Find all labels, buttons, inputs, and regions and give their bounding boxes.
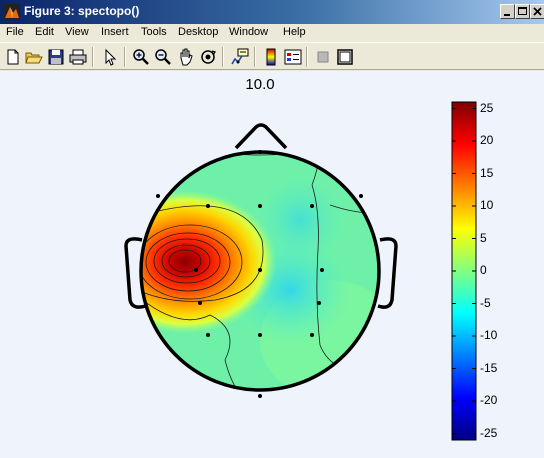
menu-insert[interactable]: Insert [101, 26, 129, 38]
menu-bar: File Edit View Insert Tools Desktop Wind… [0, 24, 544, 42]
colorbar-tick-label: 0 [480, 263, 487, 277]
toolbar-separator [306, 47, 308, 67]
menu-file[interactable]: File [6, 26, 24, 38]
electrode [310, 204, 314, 208]
electrode [258, 394, 262, 398]
rotate-3d-button[interactable] [198, 47, 218, 67]
insert-colorbar-button[interactable] [261, 47, 281, 67]
pan-hand-icon [180, 48, 193, 66]
menu-edit[interactable]: Edit [35, 26, 54, 38]
insert-legend-button[interactable] [283, 47, 303, 67]
edit-plot-arrow-icon [105, 48, 117, 66]
hide-plot-tools-button[interactable] [313, 47, 333, 67]
title-bar[interactable]: Figure 3: spectopo() [0, 0, 544, 24]
colorbar-tick-label: -5 [480, 295, 491, 310]
toolbar-separator [222, 47, 224, 67]
colorbar-tick-marks [452, 108, 476, 434]
colorbar-tick-label: -25 [480, 425, 498, 440]
data-cursor-button[interactable] [230, 47, 250, 67]
electrode [206, 333, 210, 337]
menu-window[interactable]: Window [229, 26, 269, 38]
colorbar-tick-label: -15 [480, 360, 498, 375]
data-cursor-icon [231, 48, 249, 65]
hide-plot-tools-icon [317, 51, 329, 63]
window-title: Figure 3: spectopo() [24, 4, 140, 18]
electrode [206, 204, 210, 208]
menu-tools[interactable]: Tools [141, 26, 167, 38]
electrode-markers [156, 150, 363, 398]
electrode [320, 268, 324, 272]
electrode [194, 268, 198, 272]
minimize-icon [504, 14, 510, 16]
zoom-out-button[interactable] [153, 47, 173, 67]
maximize-button[interactable] [515, 4, 530, 19]
colorbar-tick-label: 15 [480, 165, 494, 180]
menu-help[interactable]: Help [283, 26, 306, 38]
rotate-3d-icon [201, 50, 217, 64]
new-figure-icon [7, 49, 19, 65]
zoom-in-button[interactable] [131, 47, 151, 67]
menu-desktop[interactable]: Desktop [178, 26, 219, 38]
print-icon [69, 49, 87, 65]
colorbar-tick-label: 10 [480, 198, 494, 212]
electrode [156, 194, 160, 198]
show-plot-tools-icon [337, 49, 353, 65]
edit-plot-button[interactable] [100, 47, 120, 67]
figure-toolbar [0, 42, 544, 70]
electrode [258, 150, 262, 154]
electrode [359, 194, 363, 198]
new-figure-button[interactable] [3, 47, 23, 67]
insert-colorbar-icon [266, 48, 276, 66]
save-button[interactable] [46, 47, 66, 67]
toolbar-separator [124, 47, 126, 67]
electrode [317, 301, 321, 305]
colorbar-tick-label: -10 [480, 328, 498, 342]
open-file-button[interactable] [24, 47, 44, 67]
open-file-icon [25, 52, 43, 64]
insert-legend-icon [284, 49, 302, 65]
menu-view[interactable]: View [65, 26, 89, 38]
electrode [258, 333, 262, 337]
colorbar-tick-label: 20 [480, 133, 494, 147]
figure-title: 10.0 [245, 76, 275, 93]
electrode [310, 333, 314, 337]
zoom-in-icon [133, 49, 149, 65]
colorbar-tick-label: 25 [480, 100, 494, 115]
electrode [258, 268, 262, 272]
minimize-button[interactable] [500, 4, 515, 19]
matlab-figure-icon [4, 4, 20, 20]
head-right-ear [377, 237, 398, 309]
head-left-ear [124, 237, 147, 309]
colorbar-tick-label: -20 [480, 393, 498, 407]
show-plot-tools-button[interactable] [335, 47, 355, 67]
electrode [258, 204, 262, 208]
close-icon [533, 7, 542, 16]
zoom-out-icon [155, 49, 171, 65]
colorbar-tick-label: 5 [480, 230, 487, 245]
save-icon [48, 49, 64, 65]
toolbar-separator [92, 47, 94, 67]
topography-map [141, 152, 379, 390]
head-nose [234, 123, 288, 150]
close-button[interactable] [530, 4, 544, 19]
print-button[interactable] [68, 47, 88, 67]
pan-button[interactable] [176, 47, 196, 67]
toolbar-separator [254, 47, 256, 67]
electrode [198, 301, 202, 305]
maximize-icon [518, 7, 527, 15]
